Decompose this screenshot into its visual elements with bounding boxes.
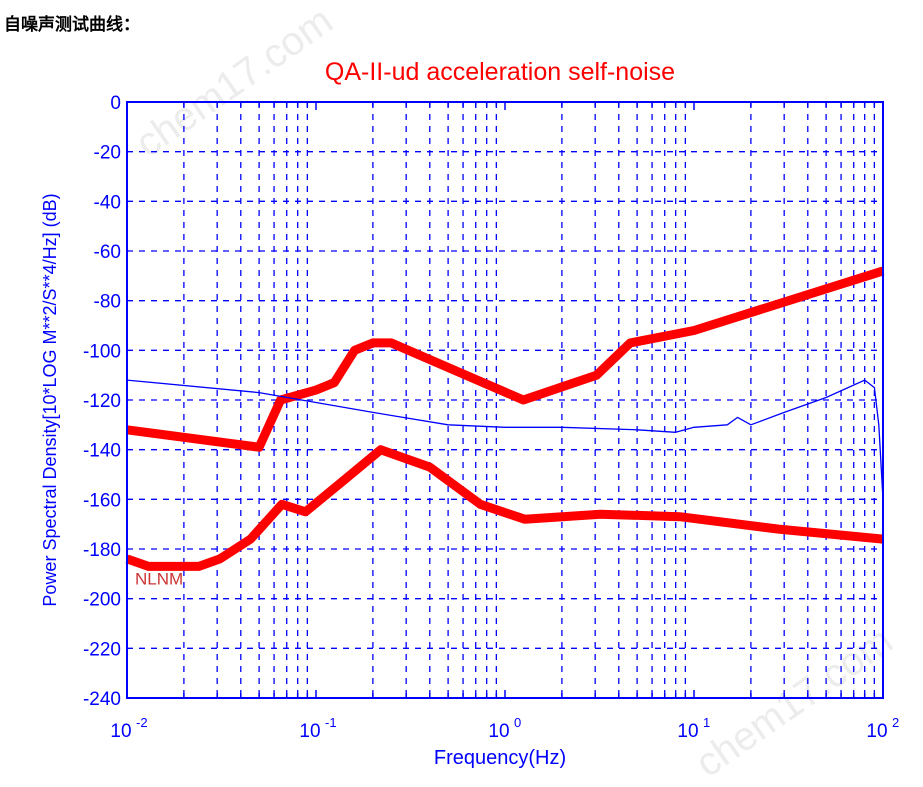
y-tick-label: -240 <box>83 689 121 710</box>
x-tick-label: 10 <box>299 721 320 742</box>
x-tick-exponent: 1 <box>703 715 710 730</box>
y-tick-label: -160 <box>83 490 121 511</box>
y-tick-label: -200 <box>83 590 121 611</box>
chart-title: QA-II-ud acceleration self-noise <box>325 58 675 86</box>
y-tick-label: -80 <box>94 292 121 313</box>
x-tick-label: 10 <box>866 721 887 742</box>
x-tick-exponent: 2 <box>892 715 899 730</box>
x-tick-label: 10 <box>677 721 698 742</box>
nlnm-label: NLNM <box>135 569 183 588</box>
series-qa-ii-ud-self-noise <box>126 379 884 549</box>
x-tick-exponent: -1 <box>325 715 337 730</box>
section-heading: 自噪声测试曲线： <box>4 15 140 35</box>
y-tick-label: -140 <box>83 441 121 462</box>
y-tick-label: -120 <box>83 391 121 412</box>
y-tick-label: -20 <box>94 143 121 164</box>
ticks: 0-20-40-60-80-100-120-140-160-180-200-22… <box>83 93 899 742</box>
series-nhnm <box>126 266 885 452</box>
x-tick-exponent: 0 <box>514 715 521 730</box>
y-tick-label: -180 <box>83 540 121 561</box>
y-tick-label: -100 <box>83 341 121 362</box>
series-layer: NLNM <box>125 266 885 588</box>
y-tick-label: -220 <box>83 639 121 660</box>
x-tick-exponent: -2 <box>136 715 148 730</box>
grid <box>127 102 883 698</box>
x-tick-label: 10 <box>488 721 509 742</box>
x-tick-label: 10 <box>110 721 131 742</box>
y-tick-label: -60 <box>94 242 121 263</box>
y-axis-label: Power Spectral Density[10*LOG M**2/S**4/… <box>40 193 60 606</box>
y-tick-label: -40 <box>94 192 121 213</box>
series-nlnm <box>125 445 884 571</box>
y-tick-label: 0 <box>110 93 121 114</box>
x-axis-label: Frequency(Hz) <box>434 747 566 769</box>
